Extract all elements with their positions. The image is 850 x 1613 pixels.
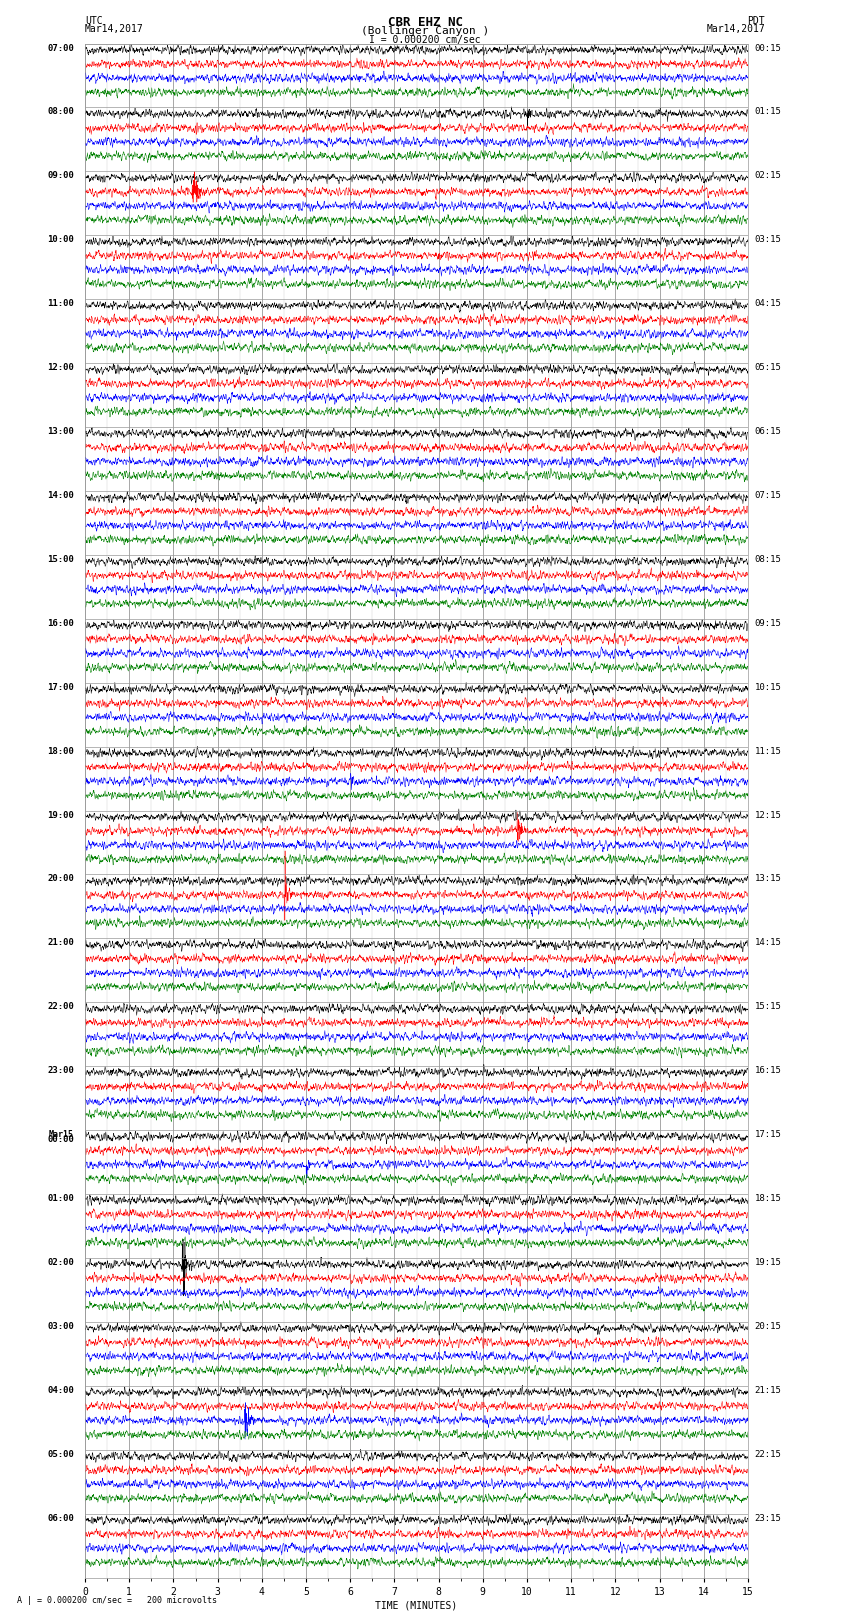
Text: 15:00: 15:00 [47, 555, 74, 565]
Text: 03:15: 03:15 [755, 235, 781, 244]
Text: 14:00: 14:00 [47, 490, 74, 500]
Text: Mar14,2017: Mar14,2017 [85, 24, 144, 34]
Text: 21:15: 21:15 [755, 1386, 781, 1395]
Text: 13:00: 13:00 [47, 427, 74, 436]
Text: 22:15: 22:15 [755, 1450, 781, 1458]
Text: 16:15: 16:15 [755, 1066, 781, 1076]
Text: 10:00: 10:00 [47, 235, 74, 244]
Text: 21:00: 21:00 [47, 939, 74, 947]
Text: 11:15: 11:15 [755, 747, 781, 755]
Text: 10:15: 10:15 [755, 682, 781, 692]
Text: 06:00: 06:00 [47, 1513, 74, 1523]
Text: 23:15: 23:15 [755, 1513, 781, 1523]
Text: 14:15: 14:15 [755, 939, 781, 947]
Text: 23:00: 23:00 [47, 1066, 74, 1076]
Text: 05:15: 05:15 [755, 363, 781, 373]
Text: 04:15: 04:15 [755, 300, 781, 308]
Text: UTC: UTC [85, 16, 103, 26]
X-axis label: TIME (MINUTES): TIME (MINUTES) [376, 1600, 457, 1611]
Text: 17:15: 17:15 [755, 1131, 781, 1139]
Text: 00:00: 00:00 [47, 1136, 74, 1144]
Text: 02:15: 02:15 [755, 171, 781, 181]
Text: Mar15: Mar15 [49, 1131, 74, 1139]
Text: 07:00: 07:00 [47, 44, 74, 53]
Text: 15:15: 15:15 [755, 1002, 781, 1011]
Text: PDT: PDT [747, 16, 765, 26]
Text: 06:15: 06:15 [755, 427, 781, 436]
Text: 09:00: 09:00 [47, 171, 74, 181]
Text: 13:15: 13:15 [755, 874, 781, 884]
Text: Mar14,2017: Mar14,2017 [706, 24, 765, 34]
Text: 18:00: 18:00 [47, 747, 74, 755]
Text: 19:15: 19:15 [755, 1258, 781, 1266]
Text: 20:15: 20:15 [755, 1323, 781, 1331]
Text: 18:15: 18:15 [755, 1194, 781, 1203]
Text: A | = 0.000200 cm/sec =   200 microvolts: A | = 0.000200 cm/sec = 200 microvolts [17, 1595, 217, 1605]
Text: 01:00: 01:00 [47, 1194, 74, 1203]
Text: 17:00: 17:00 [47, 682, 74, 692]
Text: 11:00: 11:00 [47, 300, 74, 308]
Text: 04:00: 04:00 [47, 1386, 74, 1395]
Text: 08:00: 08:00 [47, 108, 74, 116]
Text: 19:00: 19:00 [47, 811, 74, 819]
Text: 00:15: 00:15 [755, 44, 781, 53]
Text: 12:15: 12:15 [755, 811, 781, 819]
Text: I = 0.000200 cm/sec: I = 0.000200 cm/sec [369, 35, 481, 45]
Text: 09:15: 09:15 [755, 619, 781, 627]
Text: 20:00: 20:00 [47, 874, 74, 884]
Text: 12:00: 12:00 [47, 363, 74, 373]
Text: 02:00: 02:00 [47, 1258, 74, 1266]
Text: 07:15: 07:15 [755, 490, 781, 500]
Text: 22:00: 22:00 [47, 1002, 74, 1011]
Text: (Bollinger Canyon ): (Bollinger Canyon ) [361, 26, 489, 35]
Text: 01:15: 01:15 [755, 108, 781, 116]
Text: 16:00: 16:00 [47, 619, 74, 627]
Text: 08:15: 08:15 [755, 555, 781, 565]
Text: CBR EHZ NC: CBR EHZ NC [388, 16, 462, 29]
Text: 03:00: 03:00 [47, 1323, 74, 1331]
Text: 05:00: 05:00 [47, 1450, 74, 1458]
